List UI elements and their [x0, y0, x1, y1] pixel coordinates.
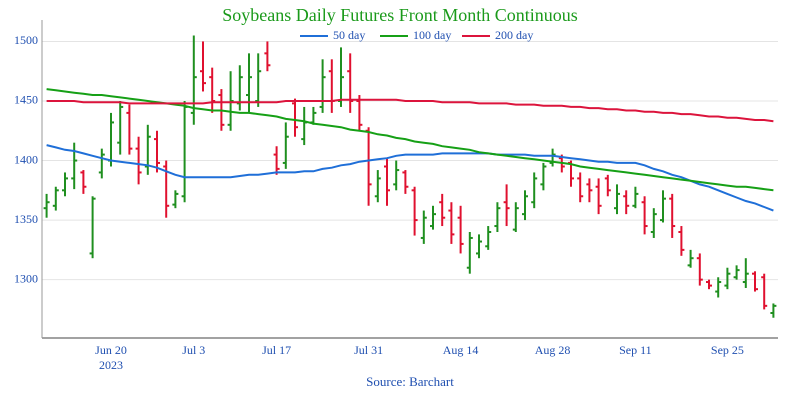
- y-tick-label: 1400: [14, 152, 38, 166]
- x-tick-label: Jul 3: [182, 343, 205, 357]
- chart-title: Soybeans Daily Futures Front Month Conti…: [222, 5, 578, 25]
- x-tick-label: Sep 11: [619, 343, 652, 357]
- legend-label: 200 day: [495, 28, 533, 42]
- x-tick-label: Aug 14: [443, 343, 479, 357]
- source: Source: Barchart: [366, 374, 454, 389]
- y-tick-label: 1300: [14, 271, 38, 285]
- x-tick-label: Sep 25: [711, 343, 744, 357]
- legend-label: 50 day: [333, 28, 365, 42]
- year-label: 2023: [99, 358, 123, 372]
- legend-label: 100 day: [413, 28, 451, 42]
- x-tick-label: Aug 28: [535, 343, 571, 357]
- moving-average-line: [46, 98, 774, 123]
- x-tick-label: Jul 17: [262, 343, 291, 357]
- x-tick-label: Jul 31: [354, 343, 383, 357]
- moving-average-line: [46, 144, 774, 212]
- x-tick-label: Jun 20: [95, 343, 127, 357]
- y-tick-label: 1450: [14, 93, 38, 107]
- y-tick-label: 1500: [14, 33, 38, 47]
- y-tick-label: 1350: [14, 212, 38, 226]
